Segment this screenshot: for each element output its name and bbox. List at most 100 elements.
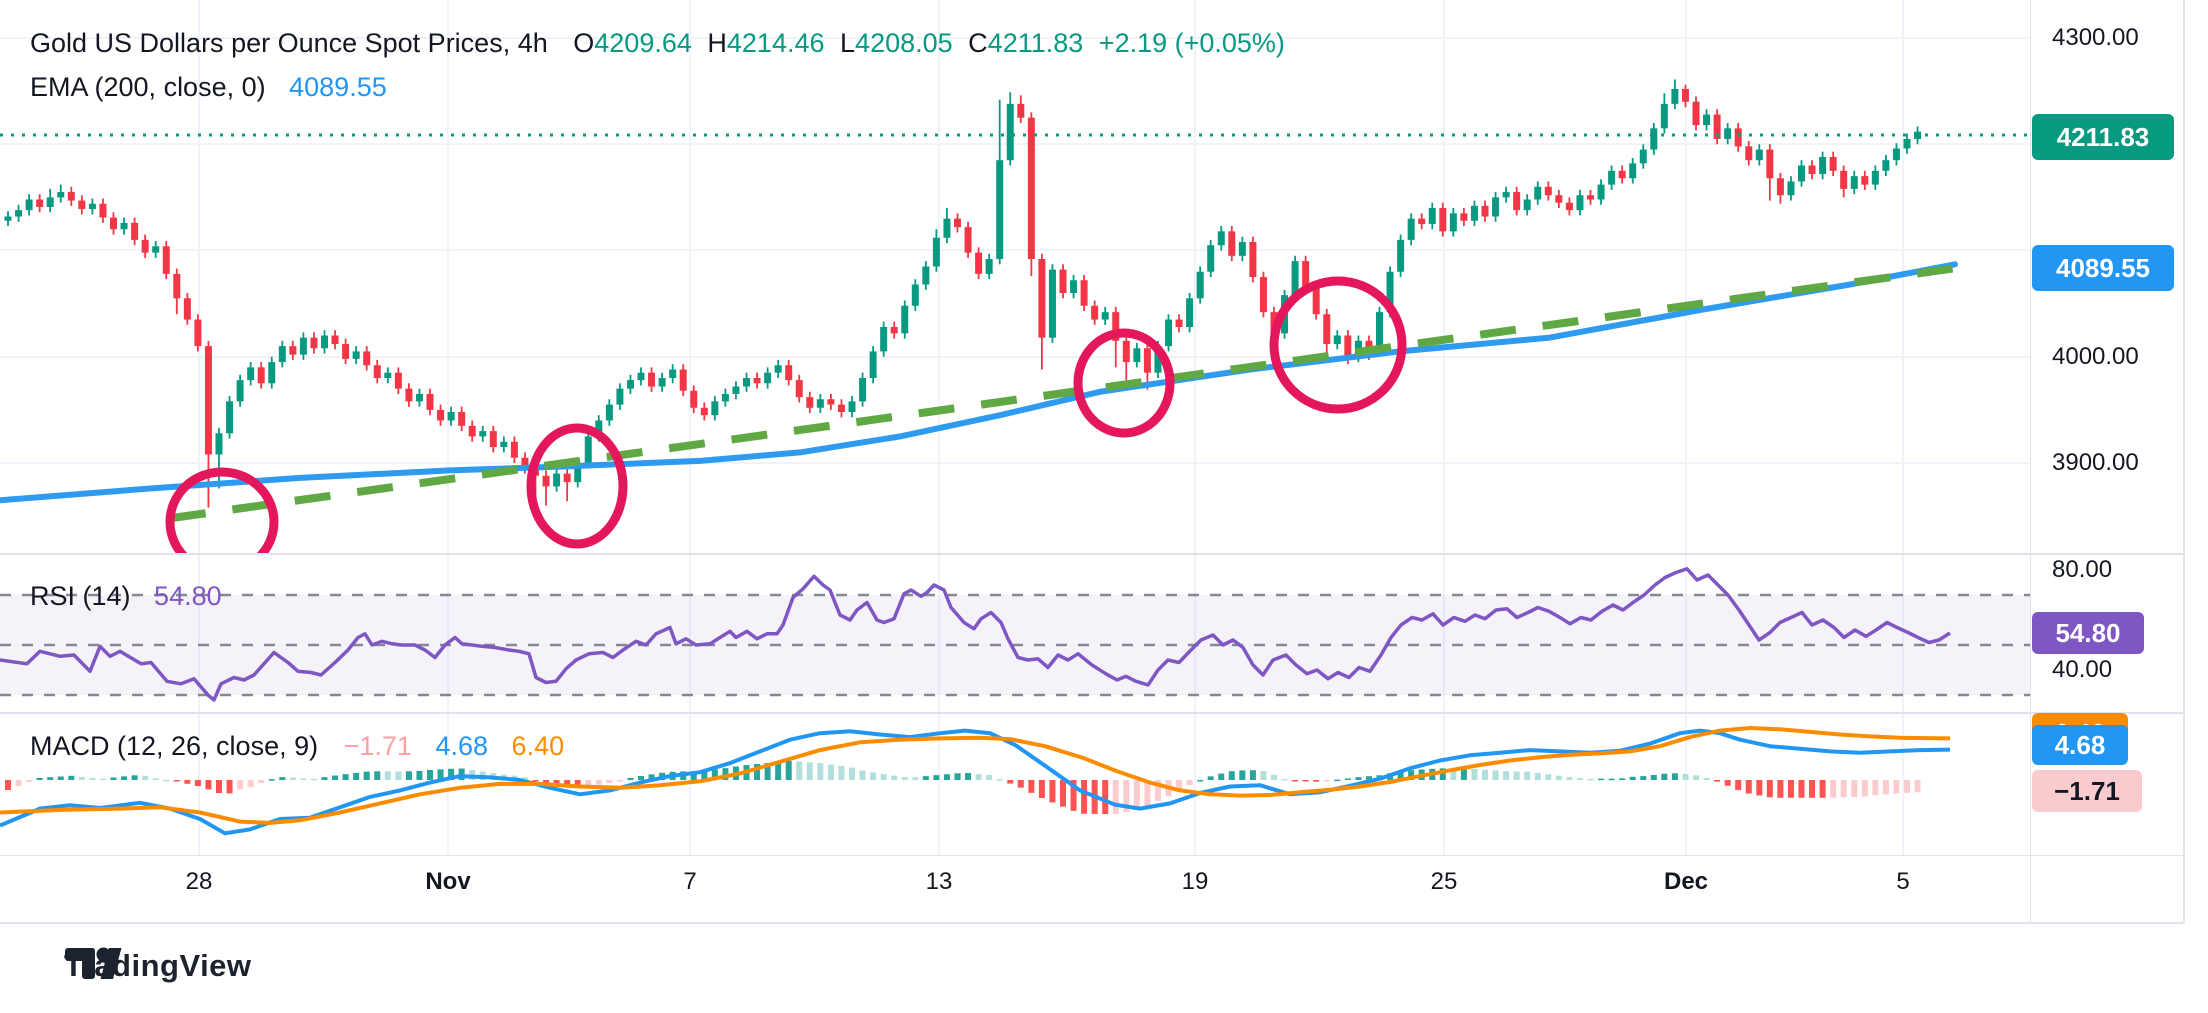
time-label-25: 25: [1430, 868, 1458, 895]
candle: [700, 402, 708, 421]
macd-line-badge: 4.68: [2032, 725, 2128, 765]
macd-histogram: [5, 760, 1921, 815]
candle: [1133, 342, 1141, 368]
candle: [479, 425, 487, 442]
candle: [1660, 93, 1668, 134]
high-value: 4214.46: [726, 28, 825, 58]
price-axis-separator[interactable]: [2030, 0, 2031, 923]
rsi-macd-separator[interactable]: [0, 712, 2183, 714]
candle: [500, 436, 508, 453]
candle: [1808, 160, 1816, 180]
macd-legend[interactable]: MACD (12, 26, close, 9) −1.71 4.68 6.40: [30, 731, 564, 762]
candle: [1217, 226, 1225, 251]
rsi-legend[interactable]: RSI (14) 54.80: [30, 581, 222, 612]
rsi-line: [0, 567, 1951, 702]
candle: [837, 399, 845, 418]
candle: [1544, 181, 1552, 201]
candle: [173, 268, 181, 315]
candle: [1101, 306, 1109, 325]
price-tick-4000.00: 4000.00: [2052, 343, 2139, 370]
candle: [1523, 194, 1531, 216]
symbol-title: Gold US Dollars per Ounce Spot Prices, 4…: [30, 28, 548, 58]
candle: [1861, 170, 1869, 190]
low-label: L: [840, 28, 856, 58]
highlight-circle[interactable]: [1073, 328, 1175, 438]
ema-legend[interactable]: EMA (200, close, 0) 4089.55: [30, 72, 387, 103]
candle: [88, 198, 96, 215]
candle: [1840, 165, 1848, 198]
candle: [1798, 160, 1805, 187]
candle: [753, 372, 761, 389]
time-label-Dec: Dec: [1663, 868, 1709, 895]
candle: [373, 359, 381, 384]
candle: [1196, 266, 1204, 304]
candle: [1038, 253, 1046, 370]
candle: [1650, 123, 1658, 155]
candle: [289, 340, 297, 360]
candle: [743, 372, 750, 392]
candle: [236, 374, 244, 407]
candle: [1587, 189, 1594, 205]
candle: [711, 396, 719, 421]
candle: [1207, 239, 1215, 278]
price-rsi-separator[interactable]: [0, 553, 2183, 555]
candle: [795, 374, 803, 403]
candle: [257, 362, 265, 389]
macd-hist-value: −1.71: [343, 731, 412, 761]
candle: [616, 383, 624, 410]
candle: [183, 293, 191, 325]
candle: [1914, 126, 1922, 145]
price-pane[interactable]: [0, 0, 2030, 553]
candle: [110, 212, 117, 235]
candle: [1122, 335, 1130, 385]
candle: [1492, 192, 1500, 222]
symbol-legend[interactable]: Gold US Dollars per Ounce Spot Prices, 4…: [30, 28, 1285, 59]
candle: [1407, 213, 1415, 246]
candle: [1597, 179, 1605, 205]
candle: [954, 213, 961, 233]
candle: [215, 427, 223, 489]
candle: [690, 385, 698, 414]
tradingview-logo[interactable]: TradingView: [64, 947, 252, 984]
candle: [1070, 274, 1078, 299]
candle: [299, 332, 307, 360]
candle: [25, 194, 33, 216]
candle: [922, 261, 930, 290]
low-value: 4208.05: [855, 28, 953, 58]
candle: [1565, 197, 1573, 216]
candle: [1175, 314, 1183, 333]
candle: [774, 359, 782, 378]
candle: [1397, 234, 1405, 278]
macd-signal-line: [0, 726, 1951, 825]
candle: [131, 217, 139, 246]
rsi-pane[interactable]: [0, 553, 2030, 712]
candle: [1502, 186, 1510, 203]
candle: [648, 367, 656, 392]
candle: [605, 399, 613, 426]
last-price-badge: 4211.83: [2032, 114, 2174, 160]
candle: [510, 436, 518, 463]
candle: [869, 346, 877, 384]
tradingview-logo-text: TradingView: [64, 948, 252, 983]
candle: [1576, 189, 1584, 216]
candle: [880, 321, 888, 357]
candle: [764, 367, 772, 389]
open-label: O: [573, 28, 595, 58]
macd-hist-badge: −1.71: [2032, 770, 2142, 812]
candle: [405, 383, 413, 407]
time-label-Nov: Nov: [425, 868, 471, 895]
macd-pane[interactable]: [0, 712, 2030, 855]
candle: [996, 99, 1004, 265]
highlight-circle[interactable]: [1269, 276, 1407, 414]
highlight-circle[interactable]: [165, 467, 279, 553]
candle: [827, 393, 835, 410]
candle: [1776, 172, 1784, 204]
trend-line[interactable]: [169, 263, 1961, 523]
highlight-circle[interactable]: [526, 423, 628, 549]
candle: [975, 247, 983, 280]
candle: [816, 393, 824, 414]
candle: [1470, 200, 1478, 227]
price-grid: [0, 0, 2030, 553]
candle: [1323, 308, 1331, 359]
candle: [120, 217, 128, 235]
